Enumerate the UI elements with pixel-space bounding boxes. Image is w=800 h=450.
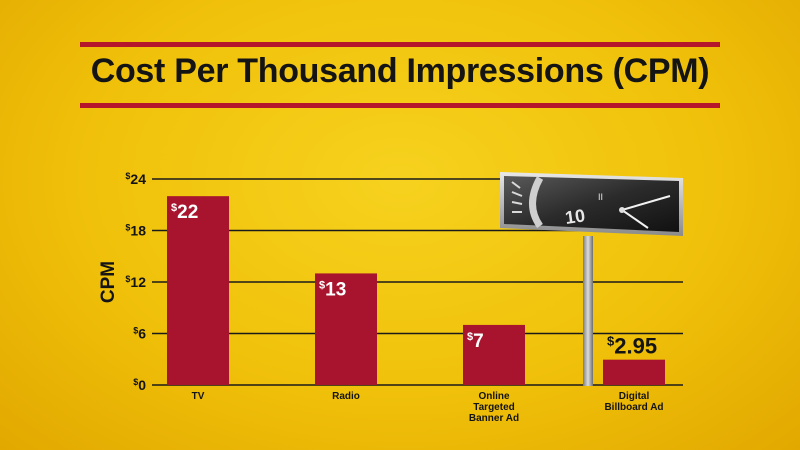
data-label: $13 [319, 279, 346, 300]
bars: $22$13$7 $2.95 [167, 196, 665, 385]
y-tick-value: 18 [130, 223, 146, 239]
x-tick-label-line: Targeted [473, 402, 515, 413]
x-tick-label-line: Billboard Ad [604, 402, 663, 413]
y-tick-value: 0 [138, 377, 146, 393]
title-rule-top [80, 42, 720, 47]
data-label: $2.95 [607, 334, 657, 359]
y-tick-value: 24 [130, 171, 146, 187]
y-tick-label: $12 [125, 274, 146, 290]
bar [315, 273, 377, 385]
bar [603, 359, 665, 385]
y-tick-value: 12 [130, 274, 146, 290]
data-value: 7 [473, 331, 484, 352]
chart-title: Cost Per Thousand Impressions (CPM) [90, 52, 710, 90]
y-tick-label: $6 [133, 326, 146, 342]
currency-symbol: $ [319, 279, 325, 291]
x-tick-label: TV [192, 391, 205, 402]
svg-text:II: II [598, 192, 603, 202]
y-tick-label: $24 [125, 171, 146, 187]
data-value: 13 [325, 279, 346, 300]
currency-symbol: $ [125, 274, 130, 284]
bar [463, 324, 525, 385]
svg-text:10: 10 [564, 205, 587, 228]
x-tick-label: Online Targeted Banner Ad [469, 391, 519, 424]
x-tick-label: Digital Billboard Ad [604, 391, 663, 413]
data-value: 22 [177, 202, 198, 223]
title-rule-bottom [80, 103, 720, 108]
y-tick-value: 6 [138, 326, 146, 342]
x-tick-label-line: Radio [332, 391, 360, 402]
data-value: 2.95 [614, 334, 657, 359]
currency-symbol: $ [171, 202, 177, 214]
currency-symbol: $ [125, 171, 130, 181]
y-tick-label: $0 [133, 377, 146, 393]
currency-symbol: $ [125, 223, 130, 233]
x-tick-label-line: TV [192, 391, 205, 402]
data-label: $22 [171, 202, 198, 223]
billboard-icon: 10 II [500, 172, 683, 386]
x-tick-label-line: Banner Ad [469, 413, 519, 424]
x-tick-label: Radio [332, 391, 360, 402]
currency-symbol: $ [133, 377, 138, 387]
y-axis-ticks: $0$6$12$18$24 [125, 171, 146, 393]
y-tick-label: $18 [125, 223, 146, 239]
x-axis-labels: TV Radio Online Targeted Banner Ad Digital Bil… [192, 391, 664, 424]
bar [167, 196, 229, 385]
x-tick-label-line: Digital [619, 391, 650, 402]
currency-symbol: $ [133, 326, 138, 336]
x-tick-label-line: Online [478, 391, 510, 402]
y-axis-label: CPM [98, 261, 119, 303]
currency-symbol: $ [467, 331, 473, 343]
currency-symbol: $ [607, 334, 615, 349]
data-label: $7 [467, 331, 484, 352]
